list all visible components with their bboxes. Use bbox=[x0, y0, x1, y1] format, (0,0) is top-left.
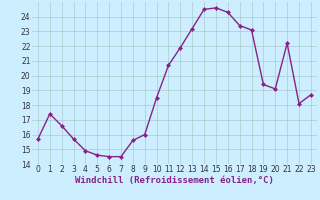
X-axis label: Windchill (Refroidissement éolien,°C): Windchill (Refroidissement éolien,°C) bbox=[75, 176, 274, 185]
